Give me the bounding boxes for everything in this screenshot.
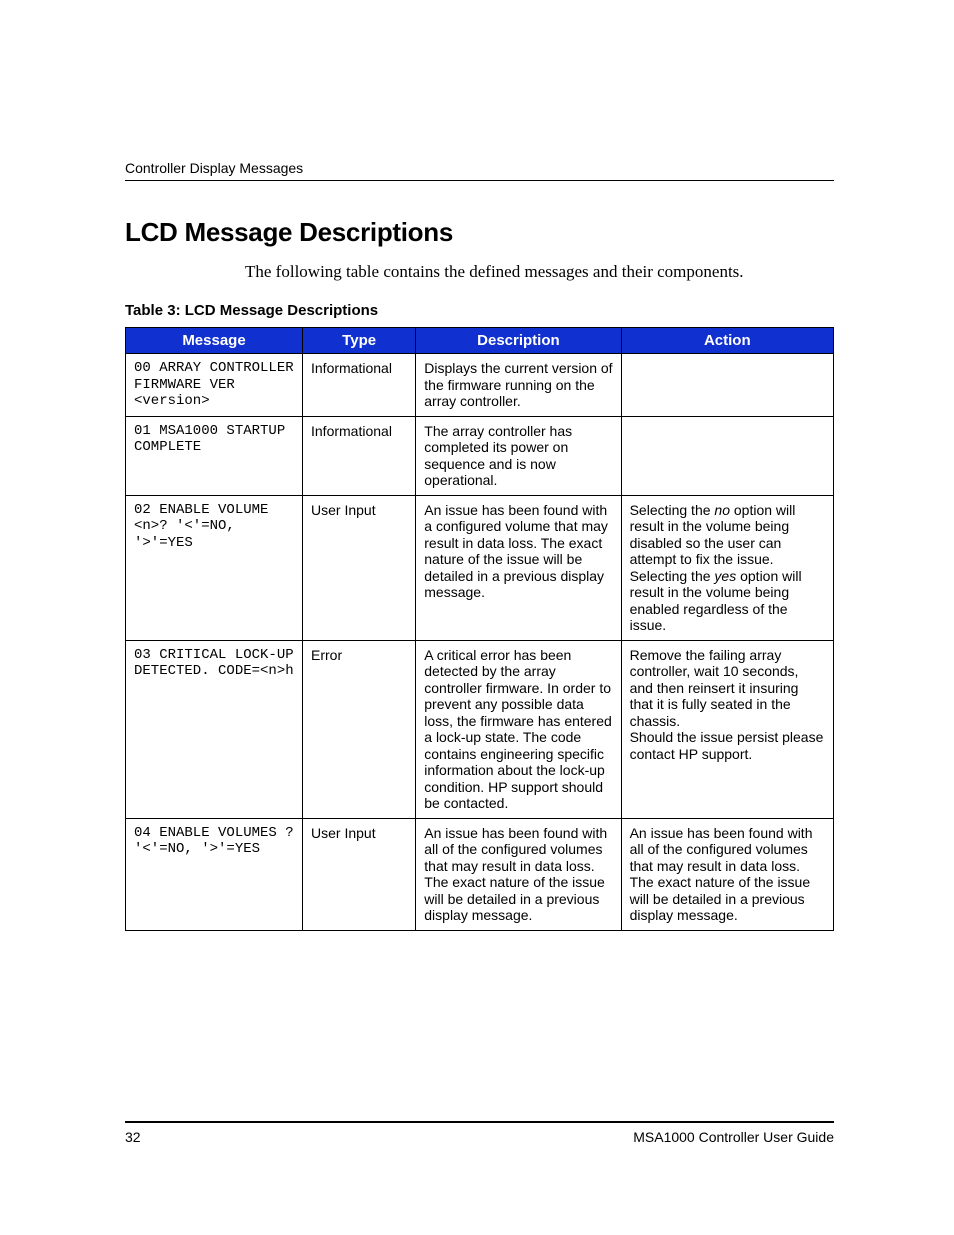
action-italic-yes: yes: [714, 568, 736, 584]
table-row: 02 ENABLE VOLUME <n>? '<'=NO, '>'=YES Us…: [126, 495, 834, 640]
col-header-description: Description: [416, 328, 621, 354]
header-rule: [125, 180, 834, 181]
col-header-action: Action: [621, 328, 833, 354]
col-header-type: Type: [303, 328, 416, 354]
doc-title: MSA1000 Controller User Guide: [633, 1129, 834, 1145]
action-line: Should the issue persist please contact …: [630, 729, 825, 762]
cell-message: 01 MSA1000 STARTUP COMPLETE: [126, 416, 303, 495]
footer-rule: [125, 1121, 834, 1123]
table-row: 04 ENABLE VOLUMES ? '<'=NO, '>'=YES User…: [126, 818, 834, 930]
cell-description: The array controller has completed its p…: [416, 416, 621, 495]
table-row: 03 CRITICAL LOCK-UP DETECTED. CODE=<n>h …: [126, 640, 834, 818]
table-caption: Table 3: LCD Message Descriptions: [125, 302, 834, 319]
cell-action: Selecting the no option will result in t…: [621, 495, 833, 640]
page-number: 32: [125, 1129, 141, 1145]
cell-description: An issue has been found with all of the …: [416, 818, 621, 930]
cell-type: Informational: [303, 416, 416, 495]
footer-row: 32 MSA1000 Controller User Guide: [125, 1129, 834, 1145]
cell-action: An issue has been found with all of the …: [621, 818, 833, 930]
page: Controller Display Messages LCD Message …: [0, 0, 954, 1235]
col-header-message: Message: [126, 328, 303, 354]
lcd-message-table: Message Type Description Action 00 ARRAY…: [125, 327, 834, 931]
table-row: 00 ARRAY CONTROLLER FIRMWARE VER <versio…: [126, 354, 834, 417]
cell-message: 03 CRITICAL LOCK-UP DETECTED. CODE=<n>h: [126, 640, 303, 818]
intro-text: The following table contains the defined…: [125, 262, 834, 282]
cell-action: Remove the failing array controller, wai…: [621, 640, 833, 818]
cell-message: 02 ENABLE VOLUME <n>? '<'=NO, '>'=YES: [126, 495, 303, 640]
content-area: Controller Display Messages LCD Message …: [125, 160, 834, 931]
action-text: Selecting the: [630, 502, 715, 518]
page-footer: 32 MSA1000 Controller User Guide: [125, 1121, 834, 1145]
cell-description: A critical error has been detected by th…: [416, 640, 621, 818]
cell-type: Informational: [303, 354, 416, 417]
cell-description: Displays the current version of the firm…: [416, 354, 621, 417]
action-line: Remove the failing array controller, wai…: [630, 647, 825, 730]
table-header-row: Message Type Description Action: [126, 328, 834, 354]
cell-description: An issue has been found with a configure…: [416, 495, 621, 640]
cell-type: User Input: [303, 495, 416, 640]
cell-action: [621, 416, 833, 495]
page-title: LCD Message Descriptions: [125, 217, 834, 248]
running-header: Controller Display Messages: [125, 160, 834, 176]
cell-message: 04 ENABLE VOLUMES ? '<'=NO, '>'=YES: [126, 818, 303, 930]
cell-type: Error: [303, 640, 416, 818]
cell-type: User Input: [303, 818, 416, 930]
cell-action: [621, 354, 833, 417]
action-italic-no: no: [714, 502, 730, 518]
cell-message: 00 ARRAY CONTROLLER FIRMWARE VER <versio…: [126, 354, 303, 417]
table-row: 01 MSA1000 STARTUP COMPLETE Informationa…: [126, 416, 834, 495]
